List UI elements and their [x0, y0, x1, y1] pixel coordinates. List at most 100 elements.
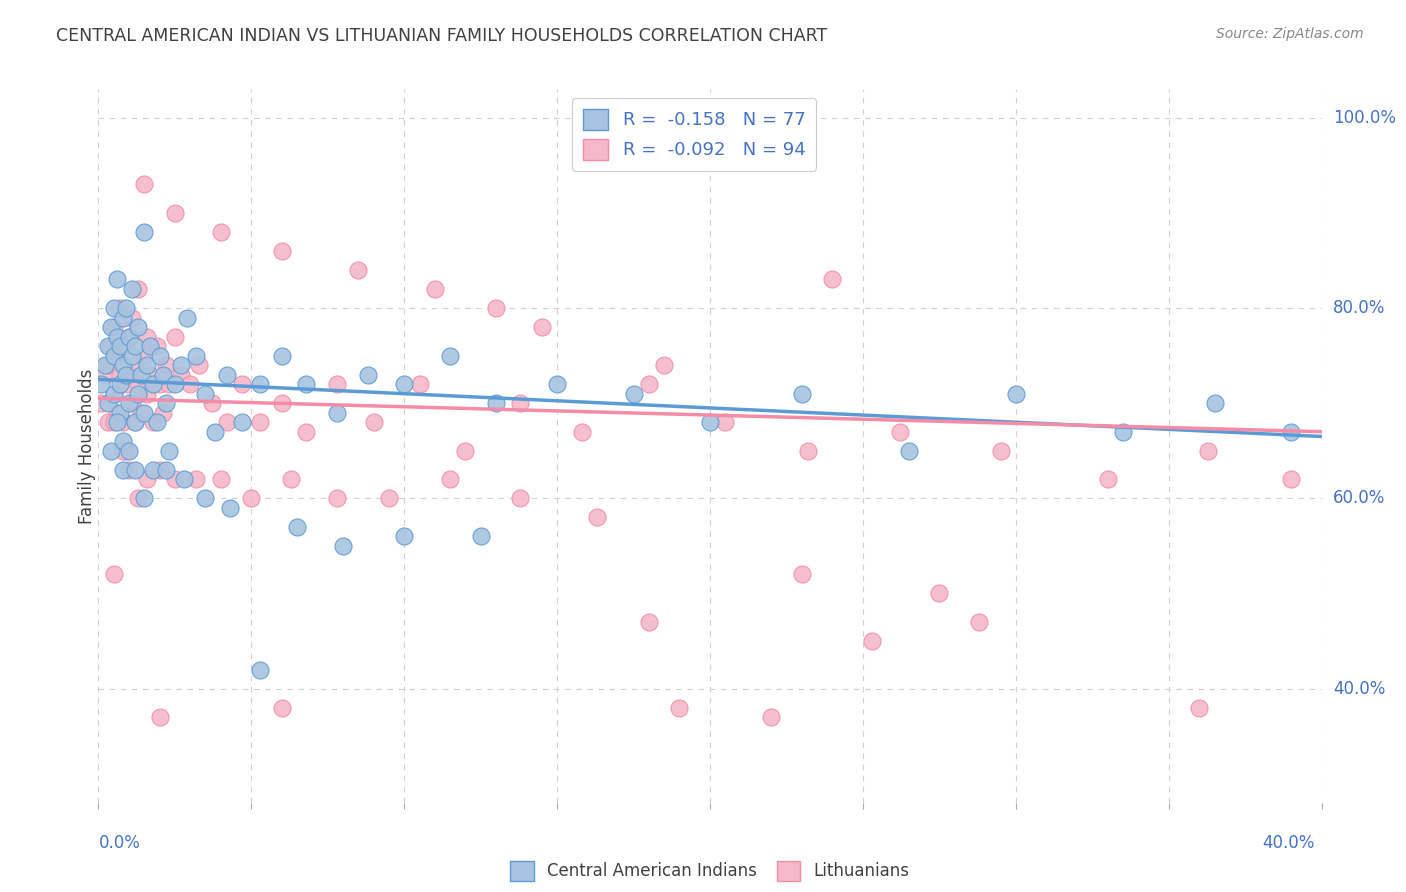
Point: [204, 425, 226, 439]
Point: [270, 700, 292, 714]
Point: [231, 377, 253, 392]
Point: [108, 339, 131, 353]
Point: [439, 349, 461, 363]
Point: [121, 310, 143, 325]
Point: [145, 339, 167, 353]
Point: [332, 539, 354, 553]
Point: [1097, 472, 1119, 486]
Point: [97, 396, 120, 410]
Point: [134, 178, 156, 192]
Point: [103, 415, 125, 429]
Point: [219, 500, 242, 515]
Point: [118, 463, 141, 477]
Point: [470, 529, 492, 543]
Point: [509, 491, 531, 506]
Point: [990, 443, 1012, 458]
Point: [103, 386, 125, 401]
Point: [186, 472, 208, 486]
Point: [152, 406, 174, 420]
Point: [173, 472, 195, 486]
Text: 80.0%: 80.0%: [1333, 299, 1385, 317]
Text: 40.0%: 40.0%: [1263, 834, 1315, 852]
Point: [93, 358, 115, 372]
Point: [118, 329, 141, 343]
Point: [127, 491, 149, 506]
Point: [295, 377, 318, 392]
Point: [637, 377, 661, 392]
Point: [115, 443, 138, 458]
Point: [714, 415, 737, 429]
Point: [149, 377, 172, 392]
Point: [129, 406, 152, 420]
Point: [363, 415, 385, 429]
Point: [111, 339, 134, 353]
Point: [509, 396, 531, 410]
Point: [115, 377, 138, 392]
Point: [127, 320, 149, 334]
Point: [200, 396, 222, 410]
Point: [139, 368, 162, 382]
Point: [134, 225, 156, 239]
Point: [1198, 443, 1220, 458]
Point: [356, 368, 378, 382]
Point: [928, 586, 950, 600]
Point: [188, 358, 211, 372]
Point: [454, 443, 477, 458]
Point: [152, 368, 174, 382]
Point: [118, 396, 141, 410]
Point: [163, 377, 186, 392]
Text: Source: ZipAtlas.com: Source: ZipAtlas.com: [1216, 27, 1364, 41]
Point: [90, 377, 112, 392]
Point: [111, 358, 134, 372]
Point: [93, 368, 115, 382]
Point: [129, 368, 152, 382]
Point: [280, 472, 302, 486]
Point: [127, 386, 149, 401]
Point: [103, 386, 125, 401]
Point: [586, 510, 609, 524]
Point: [124, 463, 146, 477]
Point: [157, 377, 180, 392]
Point: [108, 377, 131, 392]
Point: [860, 634, 883, 648]
Point: [1112, 425, 1135, 439]
Point: [142, 377, 165, 392]
Point: [485, 396, 508, 410]
Point: [136, 472, 159, 486]
Point: [100, 320, 122, 334]
Point: [134, 349, 156, 363]
Point: [408, 377, 430, 392]
Point: [97, 339, 120, 353]
Point: [1204, 396, 1226, 410]
Point: [652, 358, 675, 372]
Point: [108, 301, 131, 315]
Point: [209, 472, 232, 486]
Point: [326, 406, 349, 420]
Point: [797, 443, 820, 458]
Point: [637, 615, 661, 629]
Point: [127, 282, 149, 296]
Point: [149, 463, 172, 477]
Point: [163, 472, 186, 486]
Point: [105, 415, 128, 429]
Point: [530, 320, 553, 334]
Point: [105, 272, 128, 286]
Point: [897, 443, 920, 458]
Point: [115, 368, 138, 382]
Point: [90, 396, 112, 410]
Point: [124, 358, 146, 372]
Point: [111, 434, 134, 449]
Point: [285, 520, 308, 534]
Point: [270, 396, 292, 410]
Point: [439, 472, 461, 486]
Point: [378, 491, 401, 506]
Point: [326, 491, 349, 506]
Point: [163, 206, 186, 220]
Point: [103, 567, 125, 582]
Point: [699, 415, 721, 429]
Text: 60.0%: 60.0%: [1333, 490, 1385, 508]
Point: [145, 415, 167, 429]
Point: [668, 700, 690, 714]
Point: [186, 349, 208, 363]
Point: [111, 310, 134, 325]
